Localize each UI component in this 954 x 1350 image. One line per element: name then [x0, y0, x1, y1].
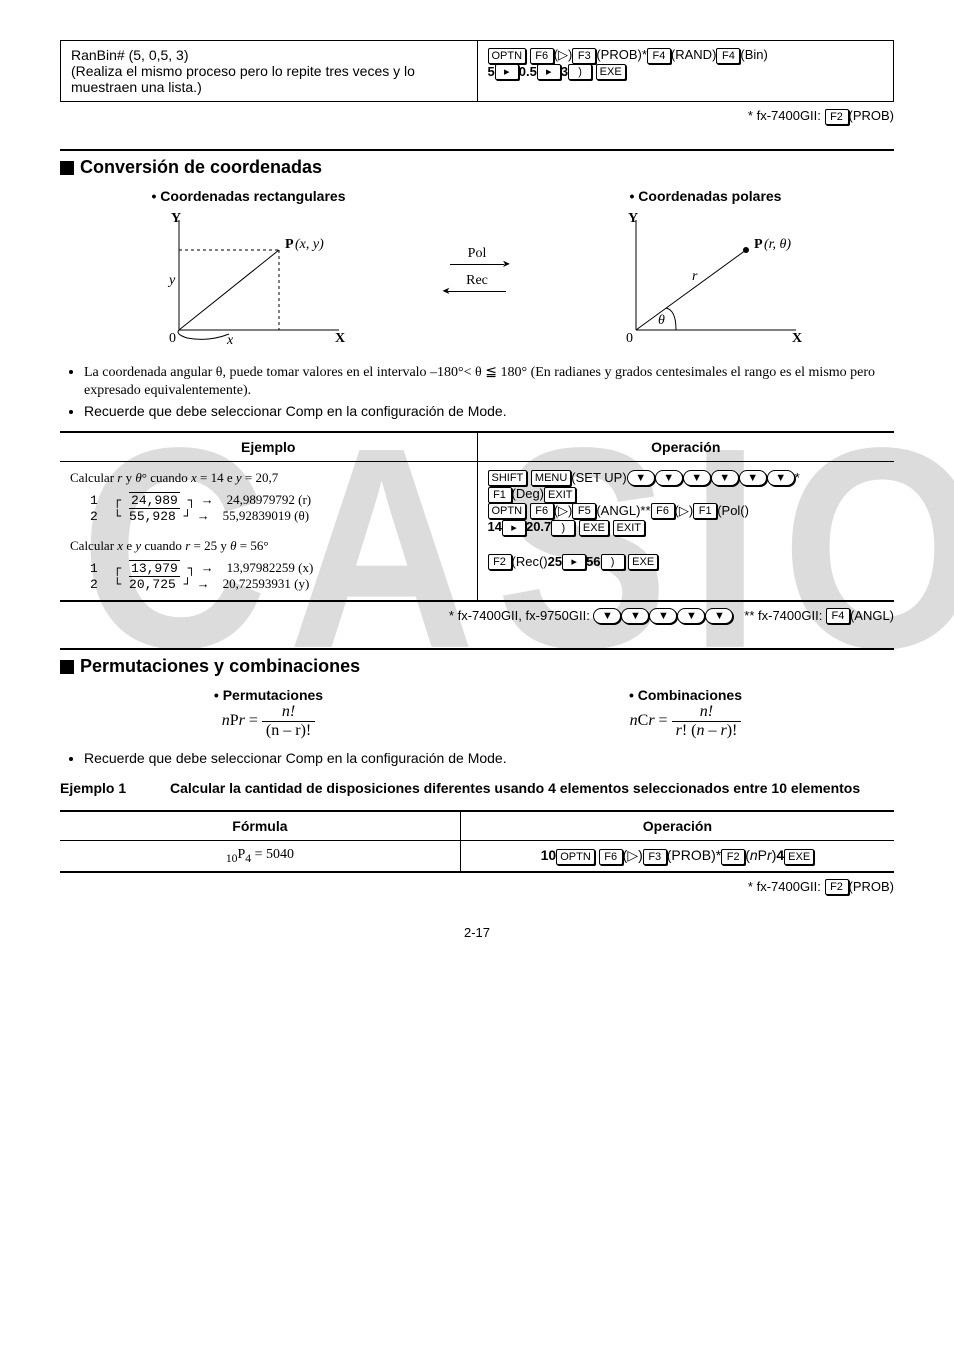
footnote-prob-1: * fx-7400GII: F2(PROB) — [60, 108, 894, 125]
op-line-5: F2(Rec()25▸56) EXE — [488, 554, 885, 571]
polar-coord-label: • Coordenadas polares — [517, 188, 894, 204]
page-number: 2-17 — [60, 925, 894, 940]
formula-cell: 10P4 = 5040 — [60, 841, 460, 872]
op-line-1: SHIFT MENU(SET UP)▼▼▼▼▼▼* — [488, 470, 885, 487]
ejemplo1-label: Ejemplo 1 — [60, 780, 170, 796]
formula-table: Fórmula Operación 10P4 = 5040 10OPTN F6(… — [60, 810, 894, 873]
perm-label: • Permutaciones — [60, 687, 477, 703]
operation-cell: 10OPTN F6(▷)F3(PROB)*F2(nPr)4EXE — [460, 841, 894, 872]
section-rule — [60, 149, 894, 151]
comb-formula: nCr = n!r! (n – r)! — [477, 703, 894, 740]
section-perm-title: Permutaciones y combinaciones — [60, 656, 894, 677]
rect-coord-label: • Coordenadas rectangulares — [60, 188, 437, 204]
svg-text:P: P — [754, 237, 763, 252]
op-line-4: 14▸20.7) EXE EXIT — [488, 519, 885, 536]
square-bullet-icon — [60, 161, 74, 175]
top-example-box: RanBin# (5, 0,5, 3) (Realiza el mismo pr… — [60, 40, 894, 102]
col-formula: Fórmula — [60, 811, 460, 841]
svg-text:y: y — [167, 273, 176, 288]
svg-text:X: X — [792, 331, 802, 346]
svg-text:r: r — [692, 269, 698, 284]
svg-text:(x, y): (x, y) — [295, 237, 324, 252]
ex2-results: 1 ┌ 13,979 ┐ → 13,97982259 (x) 2 └ 20,72… — [90, 560, 313, 592]
svg-text:x: x — [226, 333, 234, 348]
svg-text:P: P — [285, 237, 294, 252]
polar-coord-diagram: Y X 0 P (r, θ) r θ — [606, 210, 806, 350]
key-sequence-2: 5▸0.5▸3) EXE — [488, 64, 884, 81]
col-ejemplo: Ejemplo — [60, 432, 477, 462]
comb-label: • Combinaciones — [477, 687, 894, 703]
op-line-2: F1(Deg)EXIT — [488, 486, 885, 503]
key-sequence-1: OPTN F6(▷)F3(PROB)*F4(RAND)F4(Bin) — [488, 47, 884, 64]
perm-formula: nPr = n!(n – r)! — [60, 703, 477, 740]
section-coord-title: Conversión de coordenadas — [60, 157, 894, 178]
ex2-prompt: Calcular x e y cuando r = 25 y θ = 56° — [70, 538, 467, 554]
col-operacion: Operación — [477, 432, 894, 462]
coord-note-1: La coordenada angular θ, puede tomar val… — [84, 363, 894, 399]
svg-text:Y: Y — [171, 211, 181, 226]
perm-note: Recuerde que debe seleccionar Comp en la… — [84, 750, 894, 766]
col-operacion-2: Operación — [460, 811, 894, 841]
rect-coord-diagram: Y X 0 P (x, y) y x — [149, 210, 349, 350]
example-table: Ejemplo Operación Calcular r y θ° cuando… — [60, 431, 894, 602]
footnote-table: * fx-7400GII, fx-9750GII: ▼▼▼▼▼ ** fx-74… — [60, 608, 894, 625]
svg-text:0: 0 — [626, 331, 633, 346]
svg-text:Y: Y — [628, 211, 638, 226]
conversion-arrows: Pol Rec — [437, 188, 517, 300]
ranbin-desc: (Realiza el mismo proceso pero lo repite… — [71, 63, 467, 95]
ex1-results: 1 ┌ 24,989 ┐ → 24,98979792 (r) 2 └ 55,92… — [90, 492, 311, 524]
svg-text:θ: θ — [658, 313, 665, 328]
section-rule-2 — [60, 648, 894, 650]
ex1-prompt: Calcular r y θ° cuando x = 14 e y = 20,7 — [70, 470, 467, 486]
square-bullet-icon — [60, 660, 74, 674]
footnote-prob-2: * fx-7400GII: F2(PROB) — [60, 879, 894, 896]
ejemplo1-text: Calcular la cantidad de disposiciones di… — [170, 780, 894, 796]
coord-note-2: Recuerde que debe seleccionar Comp en la… — [84, 403, 894, 419]
svg-text:X: X — [335, 331, 345, 346]
op-line-3: OPTN F6(▷)F5(ANGL)**F6(▷)F1(Pol() — [488, 503, 885, 520]
svg-text:(r, θ): (r, θ) — [764, 237, 791, 252]
svg-text:0: 0 — [169, 331, 176, 346]
ranbin-line: RanBin# (5, 0,5, 3) — [71, 47, 467, 63]
